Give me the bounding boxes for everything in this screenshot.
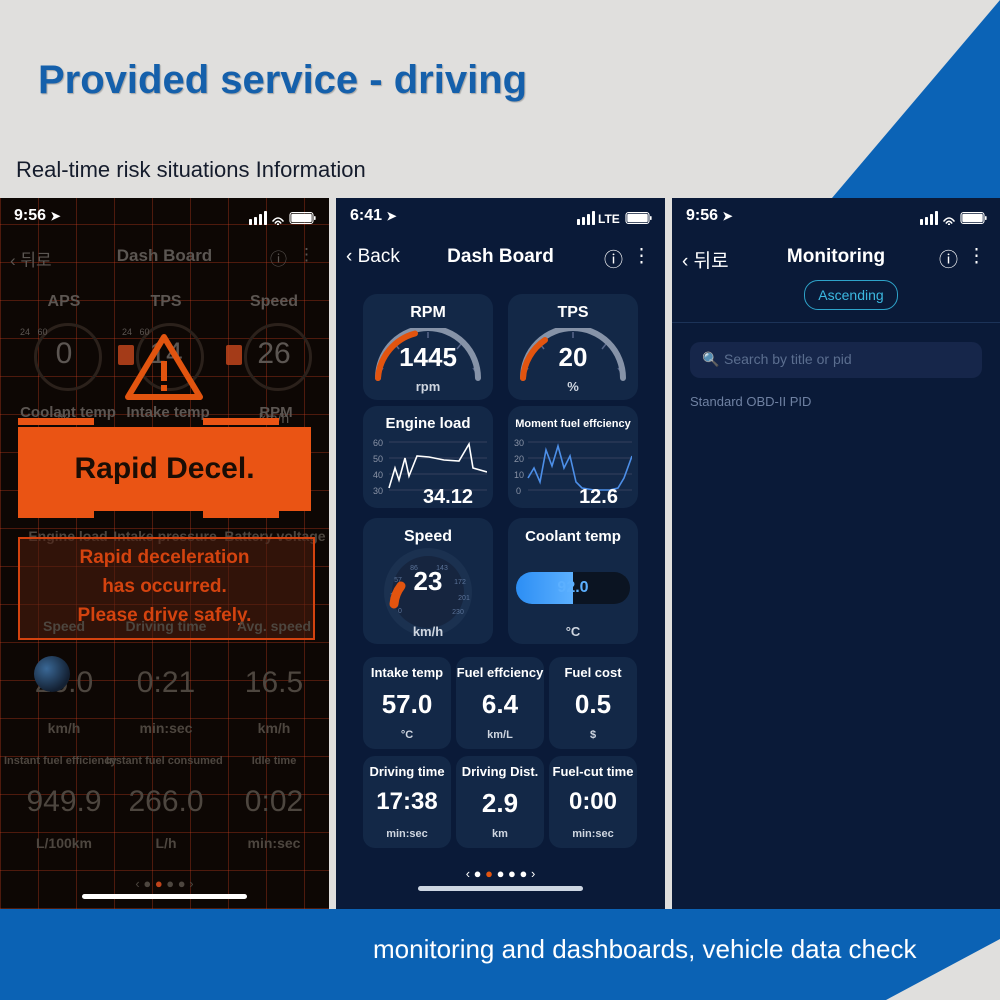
svg-text:20: 20 [514, 454, 524, 464]
svg-text:30: 30 [514, 438, 524, 448]
svg-text:40: 40 [373, 470, 383, 480]
svg-text:60: 60 [373, 438, 383, 448]
svg-text:230: 230 [452, 609, 464, 616]
svg-text:LTE: LTE [598, 212, 620, 225]
svg-text:0: 0 [398, 608, 402, 615]
svg-text:10: 10 [514, 470, 524, 480]
svg-text:50: 50 [373, 454, 383, 464]
